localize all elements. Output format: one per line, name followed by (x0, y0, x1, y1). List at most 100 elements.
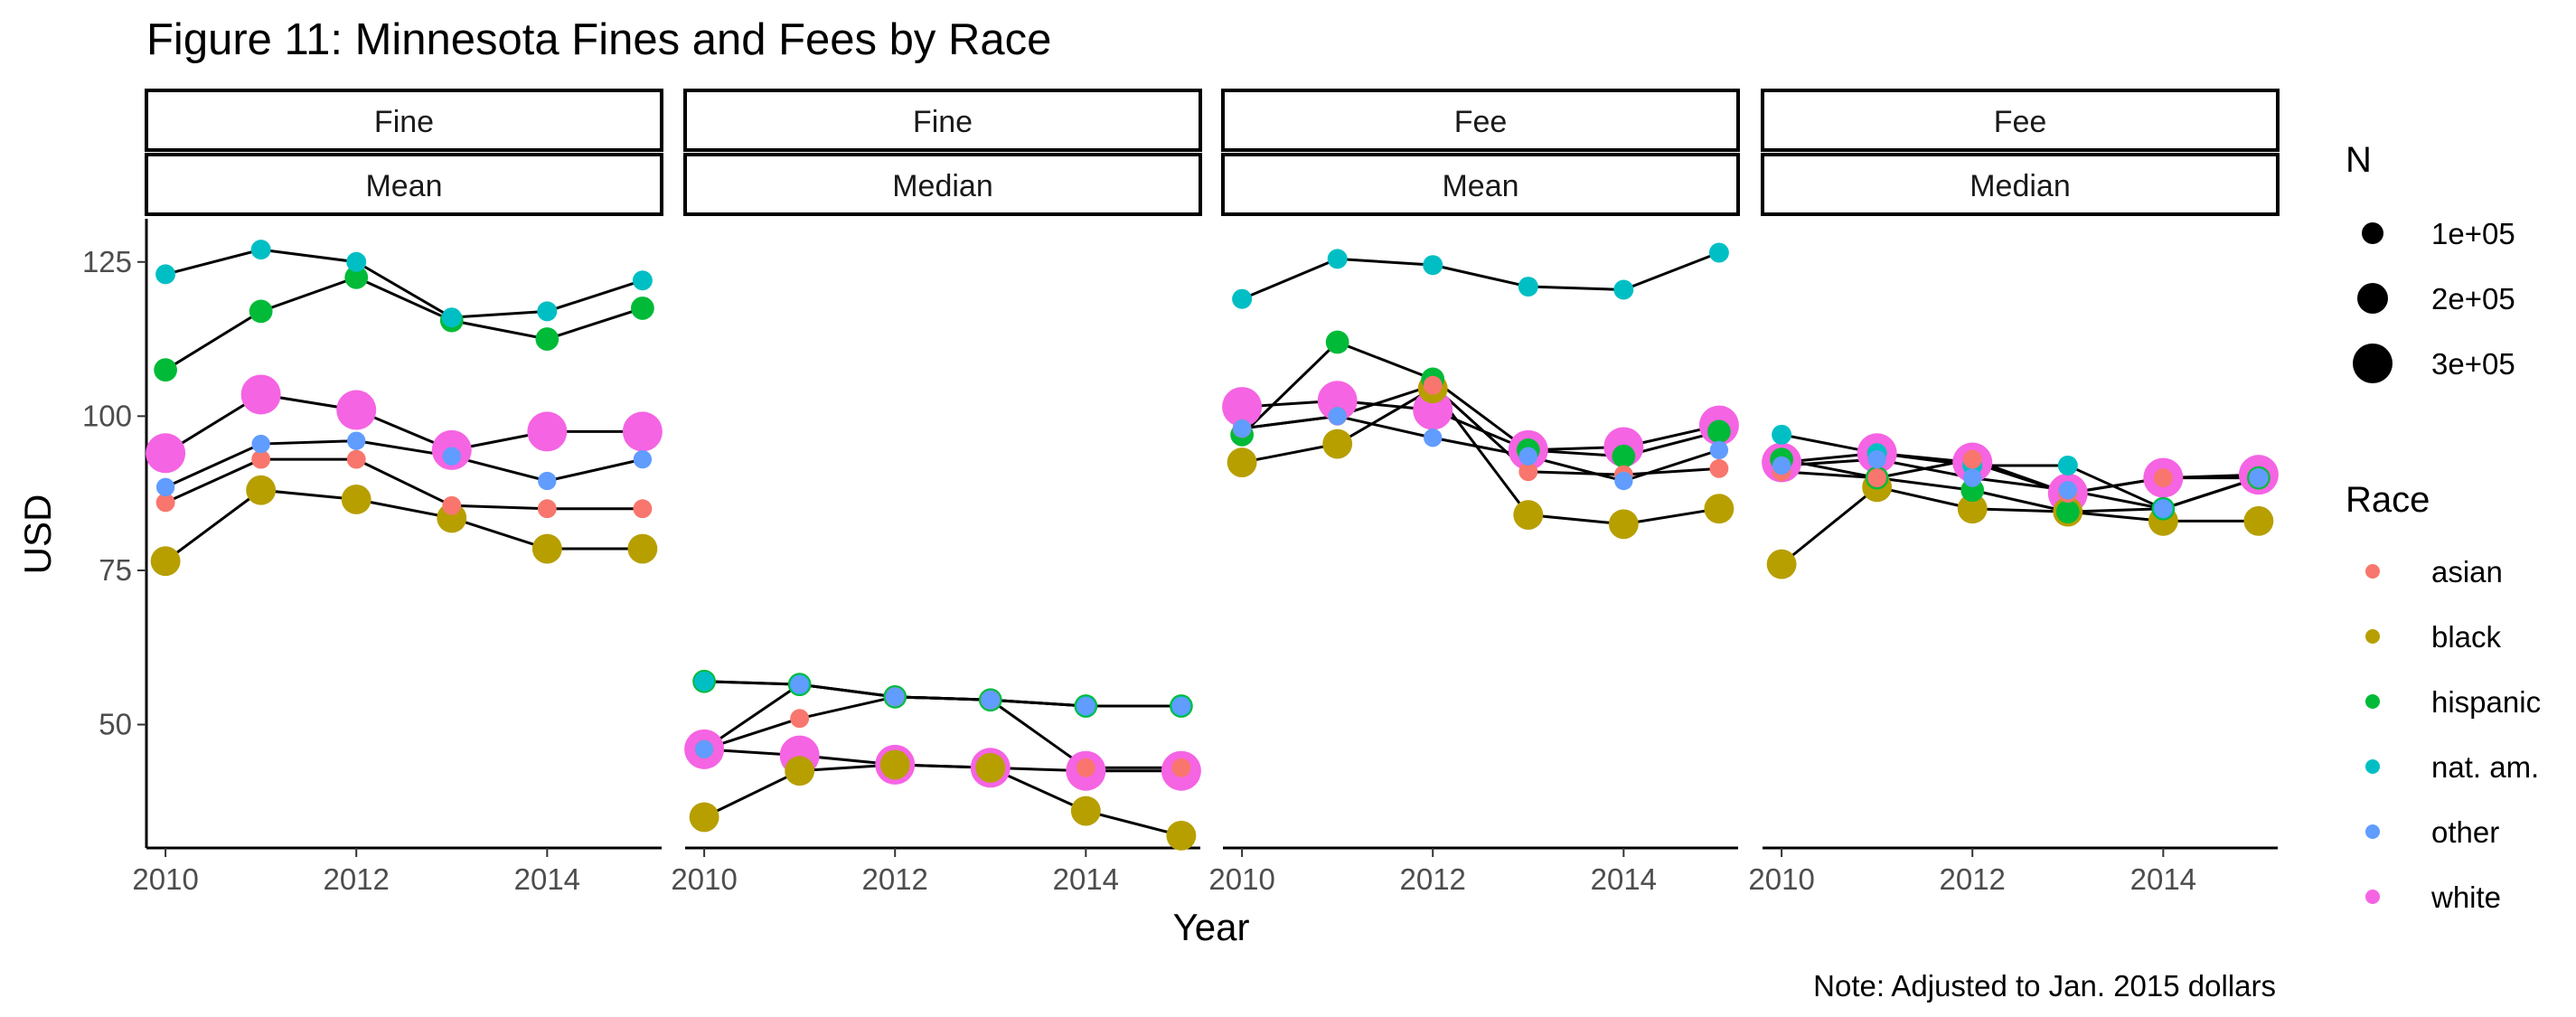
color-legend-title: Race (2346, 480, 2430, 520)
strip-bottom-label: Mean (365, 169, 442, 203)
x-tick-label: 2014 (1053, 862, 1119, 896)
data-point-natam (1423, 255, 1443, 276)
strip-top-label: Fee (1454, 105, 1508, 139)
series-line-other (165, 439, 644, 489)
x-tick-label: 2010 (1748, 862, 1814, 896)
y-tick-label: 50 (99, 708, 132, 741)
x-tick-label: 2010 (1208, 862, 1274, 896)
data-point-natam (1518, 277, 1538, 297)
data-point-asian (1423, 375, 1443, 395)
data-point-black (2243, 505, 2274, 536)
data-point-black (785, 756, 815, 786)
strip-bottom-box (145, 153, 663, 216)
data-point-black (1166, 820, 1197, 851)
strip-bottom-box (1761, 153, 2280, 216)
series-line-black (1781, 485, 2259, 566)
size-legend-label: 2e+05 (2431, 282, 2515, 315)
facet-panel: Fine Mean 50 75 100 125 2010 2012 2014 (82, 89, 663, 896)
series-line-black (165, 488, 643, 562)
data-point-other (2154, 499, 2173, 518)
color-legend-key (2365, 759, 2380, 774)
chart-title: Figure 11: Minnesota Fines and Fees by R… (146, 15, 1051, 64)
data-point-other (1518, 447, 1537, 466)
series-line-natam (165, 248, 644, 319)
data-point-black (1608, 509, 1639, 540)
data-point-other (2058, 481, 2077, 500)
data-point-black (1766, 549, 1797, 579)
data-point-black (1513, 500, 1544, 530)
x-tick-label: 2014 (2130, 862, 2196, 896)
data-point-hispanic (535, 327, 559, 351)
strip-bottom-box (683, 153, 1202, 216)
color-legend-key (2365, 890, 2380, 904)
chart-caption: Note: Adjusted to Jan. 2015 dollars (1813, 969, 2276, 1003)
data-point-other (790, 674, 809, 694)
x-tick-label: 2012 (1400, 862, 1466, 896)
color-legend-label: hispanic (2431, 685, 2541, 719)
data-point-black (689, 802, 719, 833)
data-point-natam (694, 671, 715, 692)
y-axis-title: USD (16, 494, 59, 575)
data-point-other (1614, 471, 1633, 491)
strip-bottom-label: Mean (1442, 169, 1518, 203)
data-point-other (251, 434, 270, 454)
y-tick-label: 75 (99, 553, 132, 587)
x-axis-title: Year (1173, 906, 1250, 948)
data-point-white (336, 390, 377, 430)
strip-top-box (1761, 89, 2280, 152)
strip-top-label: Fine (374, 105, 434, 139)
strip-top-label: Fee (1994, 105, 2047, 139)
data-point-hispanic (1612, 444, 1636, 468)
data-point-other (155, 477, 175, 497)
data-point-natam (1772, 424, 1792, 445)
series-line-black (703, 763, 1182, 837)
data-point-asian (537, 499, 557, 519)
data-point-white (1222, 387, 1263, 428)
data-point-white (622, 411, 663, 452)
color-legend-key (2365, 824, 2380, 839)
data-point-other (1232, 419, 1252, 438)
data-point-natam (1232, 288, 1253, 309)
strip-top-box (1221, 89, 1740, 152)
x-tick-label: 2010 (132, 862, 198, 896)
data-point-white (1317, 381, 1358, 421)
data-point-white (527, 411, 568, 452)
data-point-other (442, 447, 461, 466)
data-point-hispanic (249, 299, 273, 324)
data-point-white (240, 374, 281, 415)
data-point-black (246, 475, 277, 505)
strip-bottom-label: Median (1970, 169, 2071, 203)
data-point-other (1772, 456, 1791, 476)
data-point-other (1328, 407, 1347, 426)
strip-bottom-box (1221, 153, 1740, 216)
data-point-hispanic (1707, 419, 1731, 444)
data-point-natam (155, 264, 176, 285)
data-point-other (1076, 696, 1095, 716)
data-point-asian (2153, 468, 2173, 488)
strip-top-box (145, 89, 663, 152)
data-point-natam (632, 270, 653, 291)
data-point-other (633, 449, 653, 469)
data-point-asian (1867, 468, 1887, 488)
data-point-asian (1962, 449, 1982, 469)
facet-panels: Fine Mean 50 75 100 125 2010 2012 2014 Fine Median… (82, 89, 2280, 896)
size-legend-key (2357, 283, 2388, 314)
y-tick-label: 100 (82, 399, 132, 432)
size-legend-title: N (2346, 140, 2372, 180)
data-point-black (975, 752, 1006, 783)
data-point-natam (1327, 249, 1348, 269)
data-point-asian (346, 449, 366, 469)
data-point-other (1709, 440, 1729, 460)
data-point-black (1322, 428, 1353, 459)
color-legend-key (2365, 629, 2380, 644)
x-tick-label: 2014 (514, 862, 580, 896)
data-point-hispanic (1325, 330, 1349, 354)
data-point-natam (346, 251, 367, 272)
data-point-asian (1518, 462, 1538, 482)
series-line-hispanic (165, 276, 644, 372)
data-point-black (1227, 447, 1257, 477)
data-point-asian (442, 495, 462, 515)
x-tick-label: 2014 (1591, 862, 1657, 896)
data-point-other (694, 739, 714, 759)
